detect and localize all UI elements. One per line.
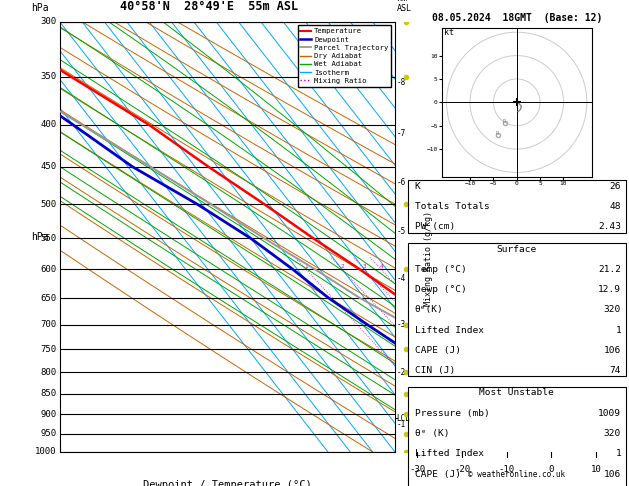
Text: Surface: Surface bbox=[497, 244, 537, 254]
Text: 600: 600 bbox=[40, 265, 57, 274]
Text: Lifted Index: Lifted Index bbox=[415, 326, 484, 335]
Text: -5: -5 bbox=[397, 227, 406, 236]
Text: 106: 106 bbox=[604, 469, 621, 479]
Text: 25: 25 bbox=[494, 264, 502, 270]
Text: 1009: 1009 bbox=[598, 409, 621, 418]
Text: 10: 10 bbox=[433, 264, 441, 270]
Bar bbox=[408, 386, 625, 486]
Text: hPa: hPa bbox=[31, 3, 49, 13]
Text: © weatheronline.co.uk: © weatheronline.co.uk bbox=[468, 470, 565, 479]
Text: 1: 1 bbox=[615, 449, 621, 458]
Text: 950: 950 bbox=[40, 429, 57, 438]
Text: 300: 300 bbox=[40, 17, 57, 26]
Text: CIN (J): CIN (J) bbox=[415, 366, 455, 375]
Text: K: K bbox=[415, 182, 420, 191]
Text: 1: 1 bbox=[304, 264, 308, 270]
Text: Totals Totals: Totals Totals bbox=[415, 202, 489, 211]
Text: 26: 26 bbox=[610, 182, 621, 191]
Text: Pressure (mb): Pressure (mb) bbox=[415, 409, 489, 418]
Text: 48: 48 bbox=[610, 202, 621, 211]
Text: 4: 4 bbox=[379, 264, 383, 270]
Text: 1: 1 bbox=[615, 326, 621, 335]
Text: 800: 800 bbox=[40, 368, 57, 377]
Text: 3: 3 bbox=[363, 264, 367, 270]
Text: 450: 450 bbox=[40, 162, 57, 171]
Text: 2: 2 bbox=[340, 264, 344, 270]
Text: θᵉ (K): θᵉ (K) bbox=[415, 429, 449, 438]
Text: θᵉ(K): θᵉ(K) bbox=[415, 306, 443, 314]
Text: 650: 650 bbox=[40, 294, 57, 303]
Text: PW (cm): PW (cm) bbox=[415, 223, 455, 231]
Text: 10: 10 bbox=[591, 465, 601, 474]
Text: 550: 550 bbox=[40, 234, 57, 243]
Text: 8: 8 bbox=[421, 264, 425, 270]
Text: 400: 400 bbox=[40, 120, 57, 129]
Text: -8: -8 bbox=[397, 77, 406, 87]
Bar bbox=[408, 179, 625, 233]
Text: 6: 6 bbox=[403, 264, 407, 270]
Text: 900: 900 bbox=[40, 410, 57, 419]
Text: 0: 0 bbox=[548, 465, 554, 474]
Text: -20: -20 bbox=[454, 465, 470, 474]
Text: -10: -10 bbox=[499, 465, 515, 474]
Text: 1000: 1000 bbox=[35, 448, 57, 456]
Legend: Temperature, Dewpoint, Parcel Trajectory, Dry Adiabat, Wet Adiabat, Isotherm, Mi: Temperature, Dewpoint, Parcel Trajectory… bbox=[298, 25, 391, 87]
Text: 08.05.2024  18GMT  (Base: 12): 08.05.2024 18GMT (Base: 12) bbox=[431, 13, 602, 23]
Bar bbox=[408, 243, 625, 377]
Text: 40°58'N  28°49'E  55m ASL: 40°58'N 28°49'E 55m ASL bbox=[120, 0, 298, 13]
Text: -6: -6 bbox=[397, 178, 406, 187]
Text: 106: 106 bbox=[604, 346, 621, 355]
Text: Dewp (°C): Dewp (°C) bbox=[415, 285, 466, 294]
Text: 2.43: 2.43 bbox=[598, 223, 621, 231]
Text: CAPE (J): CAPE (J) bbox=[415, 346, 460, 355]
Text: Most Unstable: Most Unstable bbox=[479, 388, 554, 398]
Text: 15: 15 bbox=[460, 264, 467, 270]
Text: -4: -4 bbox=[397, 274, 406, 283]
Text: 320: 320 bbox=[604, 306, 621, 314]
Text: -2: -2 bbox=[397, 368, 406, 377]
Text: 850: 850 bbox=[40, 389, 57, 399]
Text: 320: 320 bbox=[604, 429, 621, 438]
Text: hPa: hPa bbox=[31, 232, 49, 242]
Text: -1: -1 bbox=[397, 419, 406, 429]
Text: 74: 74 bbox=[610, 366, 621, 375]
Text: 12.9: 12.9 bbox=[598, 285, 621, 294]
Text: LCL: LCL bbox=[397, 414, 411, 423]
Text: CAPE (J): CAPE (J) bbox=[415, 469, 460, 479]
Text: Temp (°C): Temp (°C) bbox=[415, 265, 466, 274]
Text: 500: 500 bbox=[40, 200, 57, 209]
Text: 750: 750 bbox=[40, 345, 57, 354]
Text: km
ASL: km ASL bbox=[397, 0, 412, 13]
Text: 350: 350 bbox=[40, 72, 57, 82]
Text: Dewpoint / Temperature (°C): Dewpoint / Temperature (°C) bbox=[143, 480, 312, 486]
Text: Mixing Ratio (g/kg): Mixing Ratio (g/kg) bbox=[424, 211, 433, 306]
Text: Lifted Index: Lifted Index bbox=[415, 449, 484, 458]
Text: -30: -30 bbox=[409, 465, 425, 474]
Text: 21.2: 21.2 bbox=[598, 265, 621, 274]
Text: 700: 700 bbox=[40, 320, 57, 329]
Text: 20: 20 bbox=[479, 264, 486, 270]
Text: -7: -7 bbox=[397, 129, 406, 138]
Text: -3: -3 bbox=[397, 320, 406, 329]
